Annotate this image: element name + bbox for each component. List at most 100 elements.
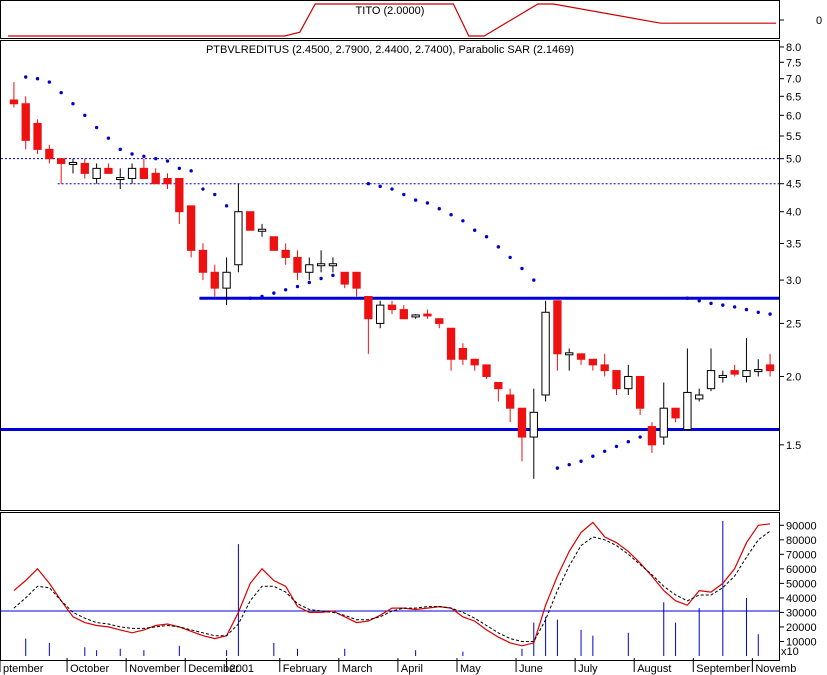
candle-24 [293, 250, 302, 281]
x-tick-label-13: Novemb [755, 663, 796, 675]
sar-dot-3 [59, 90, 63, 95]
candle-body-6 [80, 162, 89, 174]
candle-36 [435, 318, 444, 329]
candle-body-18 [222, 271, 231, 289]
x-tick-label-1: October [70, 663, 109, 675]
candle-8 [104, 163, 113, 174]
x-tick-label-9: June [519, 663, 543, 675]
candle-body-34 [411, 314, 420, 318]
candle-44 [529, 388, 538, 479]
candle-body-60 [718, 374, 727, 378]
candle-39 [470, 358, 479, 371]
candle-41 [494, 381, 503, 402]
sar-dot-1 [35, 76, 40, 81]
sar-dot-45 [591, 454, 595, 458]
price-tick-label-2: 2.5 [786, 318, 801, 330]
candle-body-21 [257, 228, 267, 232]
volume-tick-label-5: 60000 [786, 564, 817, 576]
sar-dot-12 [165, 159, 170, 163]
candle-body-11 [139, 167, 149, 179]
sar-dot-48 [626, 439, 631, 444]
volume-tick-label-1: 20000 [786, 622, 817, 634]
sar-dot-56 [732, 305, 737, 309]
volume-line-0 [13, 521, 771, 647]
candle-body-40 [482, 364, 491, 377]
sar-dot-21 [283, 288, 288, 292]
sar-dot-47 [614, 444, 619, 449]
candle-body-3 [45, 148, 54, 160]
candle-46 [553, 300, 562, 371]
candle-59 [706, 348, 716, 392]
candle-47 [565, 348, 574, 371]
sar-dot-55 [721, 303, 725, 307]
candle-45 [541, 300, 550, 402]
tito-y-axis: 0 [780, 15, 822, 27]
candle-26 [316, 250, 326, 273]
sar-dot-53 [697, 299, 701, 303]
candle-body-25 [305, 264, 314, 273]
candle-body-54 [647, 426, 657, 446]
candle-body-28 [340, 271, 349, 285]
candle-62 [742, 338, 751, 383]
candle-body-9 [116, 176, 125, 180]
candle-body-12 [151, 172, 160, 185]
sar-dot-46 [602, 449, 607, 453]
x-tick-label-8: May [460, 663, 481, 675]
sar-dot-5 [83, 113, 87, 118]
tito-line-0 [8, 3, 776, 37]
candle-body-24 [293, 256, 302, 273]
candle-56 [671, 407, 680, 423]
volume-line-1 [13, 530, 771, 642]
candle-body-47 [565, 352, 574, 356]
candle-body-55 [659, 407, 668, 438]
sar-dot-59 [768, 312, 772, 316]
candle-57 [683, 348, 692, 431]
sar-dot-40 [520, 266, 524, 271]
candle-body-37 [446, 327, 456, 360]
sar-dot-7 [106, 136, 111, 140]
candle-body-22 [269, 236, 279, 251]
sar-dot-57 [744, 307, 749, 312]
volume-unit-label: x10 [781, 646, 799, 658]
candle-61 [730, 364, 739, 377]
candle-body-17 [210, 271, 219, 289]
price-tick-label-12: 7.5 [786, 57, 801, 69]
candle-body-53 [635, 375, 645, 409]
volume-panel-frame [0, 512, 780, 661]
price-tick-label-10: 6.5 [786, 91, 801, 103]
candle-body-35 [423, 313, 432, 317]
candle-body-29 [352, 271, 361, 289]
sar-dot-29 [390, 187, 394, 191]
candle-body-20 [246, 211, 255, 231]
candle-30 [364, 295, 373, 354]
candle-54 [647, 422, 657, 453]
sar-dot-0 [24, 75, 28, 79]
candle-48 [576, 353, 586, 365]
volume-tick-label-4: 50000 [786, 578, 817, 590]
x-tick-label-4: 2001 [230, 663, 254, 675]
candle-body-8 [104, 167, 113, 174]
sar-dot-20 [272, 291, 276, 295]
sar-dot-16 [213, 192, 217, 197]
candle-body-32 [387, 304, 397, 311]
candle-18 [222, 257, 231, 306]
candle-20 [246, 211, 255, 231]
candle-body-38 [458, 347, 468, 360]
candle-body-61 [730, 370, 739, 375]
candle-body-59 [706, 370, 716, 390]
candle-13 [163, 173, 172, 190]
candle-34 [411, 314, 420, 319]
candle-body-26 [316, 263, 326, 267]
candle-42 [505, 388, 515, 423]
sar-dot-44 [579, 459, 583, 463]
sar-dot-9 [130, 152, 134, 156]
sar-dot-30 [402, 192, 406, 197]
candle-body-43 [517, 407, 527, 438]
candle-23 [281, 243, 290, 265]
price-tick-label-7: 5.0 [786, 154, 801, 166]
candle-14 [175, 177, 184, 224]
sar-dot-52 [685, 296, 690, 300]
tito-panel: TITO (2.0000) 0 [0, 0, 822, 39]
candle-body-23 [281, 249, 290, 258]
